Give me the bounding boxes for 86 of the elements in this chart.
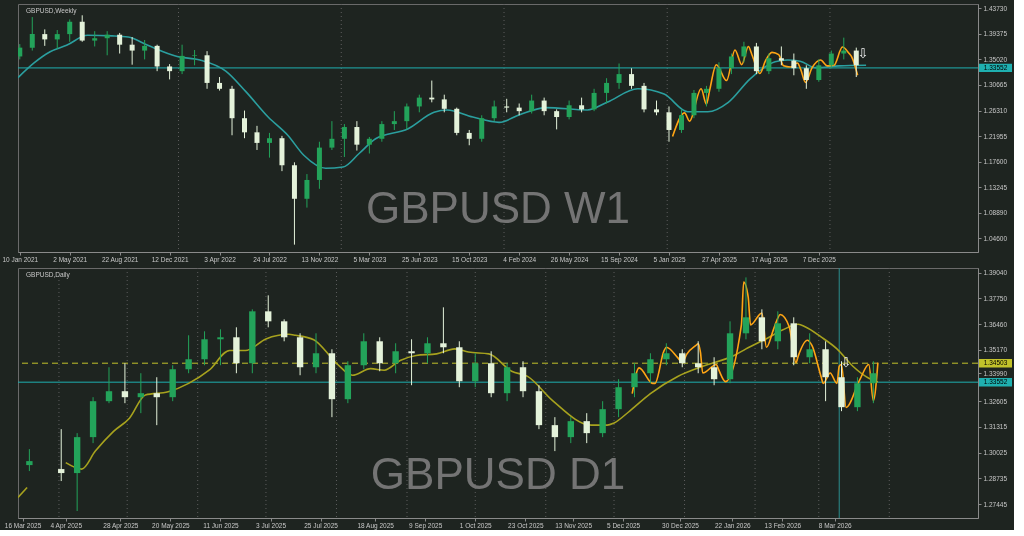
candlestick: [599, 400, 606, 438]
line-series: [671, 45, 859, 138]
candlestick: [408, 338, 415, 386]
candlestick: [312, 332, 320, 374]
candlestick: [179, 44, 185, 75]
candlestick: [629, 67, 635, 90]
candlestick: [26, 448, 33, 472]
candlestick: [742, 276, 750, 340]
candlestick: [254, 125, 260, 151]
candlestick: [266, 132, 272, 159]
candlestick: [491, 100, 497, 122]
candlestick: [551, 416, 559, 452]
candlestick: [778, 45, 784, 66]
candlestick: [137, 372, 145, 414]
candlestick: [341, 123, 347, 158]
line-series: [631, 281, 879, 409]
candlestick: [265, 294, 272, 328]
candlestick: [217, 328, 224, 366]
candlestick: [710, 356, 718, 386]
candlestick: [142, 39, 148, 60]
candlestick: [529, 94, 535, 114]
candlestick: [105, 366, 113, 404]
annotation: ⇩: [840, 355, 852, 371]
candlestick: [153, 376, 160, 426]
candlestick: [472, 352, 479, 388]
candlestick: [185, 334, 192, 374]
candlestick: [703, 85, 709, 107]
candlestick: [728, 53, 734, 75]
annotation: GBPUSD D1: [370, 448, 626, 498]
candlestick: [192, 49, 198, 66]
candlestick: [741, 41, 747, 63]
candlestick: [519, 360, 527, 398]
candlestick: [691, 89, 697, 119]
candlestick: [806, 332, 813, 364]
candlestick: [841, 37, 847, 60]
annotation: GBPUSD W1: [365, 182, 631, 232]
candlestick: [791, 53, 797, 76]
candlestick: [117, 32, 123, 55]
candlestick: [54, 29, 60, 50]
candlestick: [870, 360, 877, 404]
candlestick: [129, 36, 135, 66]
candlestick: [854, 376, 861, 412]
candlestick: [591, 88, 597, 112]
candlestick: [604, 77, 610, 105]
candlestick: [554, 108, 560, 130]
candlestick: [391, 110, 397, 131]
candlestick: [647, 352, 654, 384]
candlestick: [79, 14, 85, 43]
candlestick: [479, 114, 485, 143]
candlestick: [379, 120, 385, 143]
candlestick: [695, 340, 702, 374]
candlestick: [29, 16, 35, 52]
candlestick: [392, 342, 399, 374]
annotation: ⇩: [857, 46, 869, 62]
candlestick: [616, 63, 622, 90]
candlestick: [567, 416, 574, 444]
candlestick: [758, 308, 766, 350]
candlestick: [280, 318, 288, 342]
candlestick: [663, 342, 670, 366]
candlestick: [424, 336, 431, 364]
candlestick: [329, 120, 335, 151]
candlestick: [631, 362, 638, 398]
candlestick: [816, 58, 822, 83]
candlestick: [803, 64, 809, 90]
candlestick: [766, 53, 772, 75]
candlestick: [716, 61, 722, 93]
candlestick: [121, 362, 129, 404]
candlestick: [440, 306, 447, 354]
line-series: [18, 34, 867, 169]
candlestick: [304, 173, 310, 209]
candlestick: [376, 336, 383, 372]
candlestick: [583, 412, 590, 444]
candlestick: [67, 18, 73, 43]
candlestick: [154, 44, 160, 72]
candlestick: [615, 378, 622, 418]
candlestick: [853, 47, 859, 78]
candlestick: [566, 100, 572, 120]
candlestick: [678, 108, 684, 134]
candlestick: [354, 120, 360, 152]
candlestick: [360, 332, 367, 370]
candlestick: [641, 82, 647, 113]
candlestick: [774, 310, 781, 350]
candlestick: [404, 103, 410, 130]
candlestick: [242, 110, 248, 139]
candlestick: [58, 428, 65, 482]
candlestick: [201, 330, 208, 366]
